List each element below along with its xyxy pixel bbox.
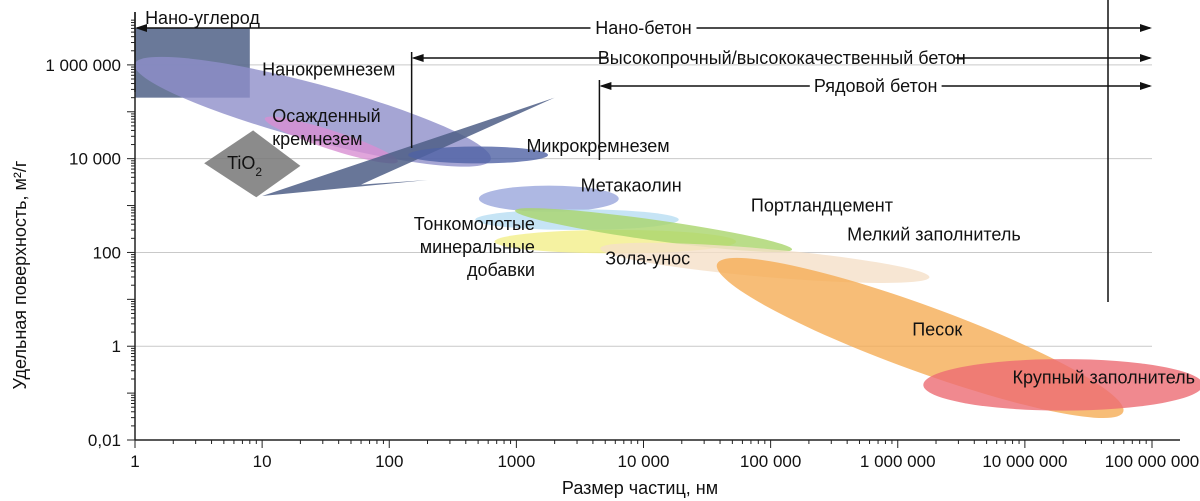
region-label-микрокремнезем: Микрокремнезем bbox=[526, 136, 669, 156]
y-tick-label: 100 bbox=[93, 243, 121, 262]
region-метакаолин bbox=[478, 185, 619, 212]
region-label-осажденный-кремнезем: кремнезем bbox=[272, 129, 362, 149]
region-label-метакаолин: Метакаолин bbox=[581, 175, 682, 195]
range-label: Рядовой бетон bbox=[814, 76, 938, 96]
region-labels: Нано-углеродTiO2НанокремнеземОсажденныйк… bbox=[145, 8, 1195, 388]
region-label-тонкомолотые-минеральные-добавки: добавки bbox=[467, 260, 535, 280]
x-tick-label: 10 000 000 bbox=[982, 452, 1067, 471]
region-label-осажденный-кремнезем: Осажденный bbox=[272, 106, 380, 126]
y-tick-label: 0,01 bbox=[88, 431, 121, 450]
x-tick-label: 1 000 000 bbox=[860, 452, 936, 471]
region-label-нанокремнезем: Нанокремнезем bbox=[262, 59, 395, 79]
region-label-нано-углерод: Нано-углерод bbox=[145, 8, 260, 28]
region-label-крупный-заполнитель: Крупный заполнитель bbox=[1013, 368, 1195, 388]
x-tick-label: 10 bbox=[253, 452, 272, 471]
region-label-зола-унос: Зола-унос bbox=[605, 249, 690, 269]
x-tick-label: 100 bbox=[375, 452, 403, 471]
x-tick-label: 100 000 000 bbox=[1105, 452, 1200, 471]
y-tick-labels: 1 000 000 10 000 100 1 0,01 bbox=[45, 56, 121, 450]
y-tick-label: 10 000 bbox=[69, 150, 121, 169]
region-нанокремнезем bbox=[134, 56, 491, 167]
region-label-мелкий-заполнитель: Мелкий заполнитель bbox=[847, 224, 1021, 244]
x-tick-label: 10 000 bbox=[618, 452, 670, 471]
axes bbox=[127, 12, 1180, 448]
y-axis-title: Удельная поверхность, м²/г bbox=[10, 160, 30, 389]
x-tick-label: 1 bbox=[130, 452, 139, 471]
x-axis-title: Размер частиц, нм bbox=[562, 478, 718, 498]
x-tick-labels: 1 10 100 1000 10 000 100 000 1 000 000 10 000 0… bbox=[130, 452, 1199, 471]
range-bar-высокопрочный-высококачественный-бетон: Высокопрочный/высококачественный бетон bbox=[410, 48, 1152, 148]
regions bbox=[134, 28, 1200, 419]
x-tick-label: 100 000 bbox=[740, 452, 801, 471]
x-tick-label: 1000 bbox=[497, 452, 535, 471]
region-label-песок: Песок bbox=[912, 319, 962, 339]
region-крупный-заполнитель bbox=[923, 359, 1200, 411]
region-микрокремнезем-2 bbox=[408, 146, 549, 164]
region-tio- bbox=[204, 130, 301, 198]
range-label: Нано-бетон bbox=[595, 18, 691, 38]
range-bar-нано-бетон: Нано-бетон bbox=[134, 12, 1152, 92]
region-label-портландцемент: Портландцемент bbox=[751, 195, 893, 215]
range-label: Высокопрочный/высококачественный бетон bbox=[598, 48, 966, 68]
region-label-тонкомолотые-минеральные-добавки: Тонкомолотые bbox=[414, 214, 535, 234]
y-tick-label: 1 000 000 bbox=[45, 56, 121, 75]
region-label-тонкомолотые-минеральные-добавки: минеральные bbox=[420, 237, 535, 257]
region-портландцемент bbox=[515, 208, 793, 253]
region-микрокремнезем bbox=[262, 97, 555, 196]
y-tick-label: 1 bbox=[112, 337, 121, 356]
range-bar-рядовой-бетон: Рядовой бетон bbox=[598, 76, 1152, 160]
range-bars: Нано-бетон Высокопрочный/высококачественн… bbox=[134, 0, 1152, 302]
region-осажденный-кремнезем bbox=[264, 116, 398, 164]
